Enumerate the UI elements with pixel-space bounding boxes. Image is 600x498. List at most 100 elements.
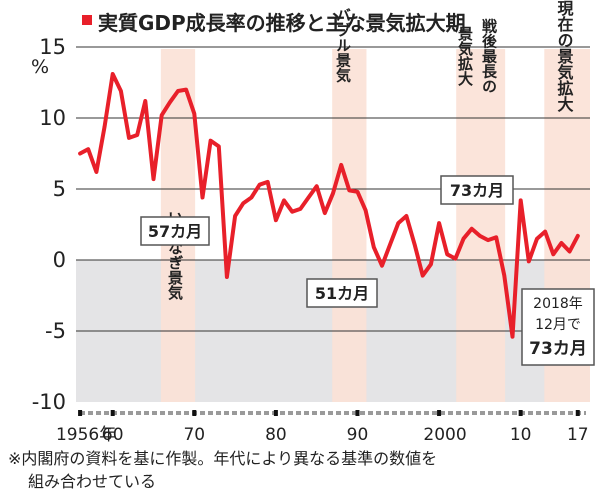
data-point	[502, 274, 506, 278]
data-point	[225, 275, 229, 279]
izanagi-months: 57カ月	[148, 222, 202, 241]
x-tick-mark	[110, 410, 115, 416]
data-point	[94, 170, 98, 174]
x-tick-label: 90	[347, 425, 369, 445]
current-months: 73カ月	[529, 339, 587, 359]
data-point	[135, 133, 139, 137]
x-tick-label: 1956年	[56, 425, 116, 445]
data-point	[78, 151, 82, 156]
y-tick-label: 10	[39, 106, 66, 130]
data-point	[380, 264, 384, 268]
data-point	[339, 163, 343, 167]
data-point	[233, 214, 237, 218]
x-tick-mark	[437, 410, 442, 416]
data-point	[355, 190, 360, 194]
data-point	[290, 210, 294, 214]
x-tick-label: 17	[567, 425, 589, 445]
data-point	[184, 88, 188, 92]
x-tick-label: 2000	[423, 425, 466, 445]
postwar-name-col1: 戦後最長の	[480, 18, 498, 94]
data-point	[527, 259, 531, 264]
bubble-months: 51カ月	[315, 284, 369, 303]
x-tick-mark	[355, 410, 360, 416]
data-point	[274, 218, 278, 222]
data-point	[298, 207, 302, 211]
data-point	[412, 242, 417, 246]
x-tick-mark	[192, 410, 197, 416]
data-point	[282, 198, 286, 202]
izanagi-months-box	[140, 216, 210, 246]
data-point	[519, 198, 523, 202]
data-point	[568, 249, 572, 254]
data-point	[347, 188, 351, 193]
data-point	[421, 274, 425, 278]
data-point	[127, 136, 131, 140]
data-point	[559, 241, 564, 245]
current-note-box	[521, 288, 595, 366]
data-point	[257, 183, 262, 187]
data-point	[176, 89, 180, 93]
current-note-line1: 2018年	[533, 296, 583, 312]
data-point	[200, 195, 205, 200]
y-tick-label: -5	[45, 319, 66, 343]
x-tick-mark	[575, 410, 580, 416]
expansion-band-3	[456, 49, 506, 402]
data-point	[249, 195, 254, 200]
data-point	[388, 242, 392, 246]
y-tick-label: 15	[39, 35, 66, 59]
data-point	[404, 214, 409, 218]
data-point	[168, 100, 172, 104]
data-point	[151, 177, 156, 181]
x-tick-label: 10	[510, 425, 532, 445]
postwar-name-col2: 景気拡大	[456, 25, 474, 87]
x-tick-mark	[518, 410, 523, 416]
data-point	[576, 234, 580, 238]
data-point	[111, 72, 115, 76]
y-tick-label: 0	[53, 248, 66, 272]
data-point	[143, 99, 147, 103]
expansion-band-rect	[332, 49, 367, 402]
postwar-months-box	[440, 175, 514, 205]
data-point	[372, 245, 376, 249]
data-point	[160, 113, 164, 117]
data-point	[535, 237, 539, 241]
data-point	[494, 235, 498, 239]
y-tick-label: -10	[32, 390, 66, 414]
chart-title: 実質GDP成長率の推移と主な景気拡大期	[98, 11, 466, 35]
data-point	[364, 208, 368, 212]
data-point	[453, 256, 457, 261]
data-point	[461, 237, 466, 241]
data-point	[396, 221, 400, 225]
data-point	[102, 124, 107, 129]
data-point	[510, 335, 515, 339]
x-tick-label: 60	[102, 425, 124, 445]
data-point	[331, 191, 335, 195]
data-point	[217, 144, 221, 148]
expansion-band-rect	[456, 49, 506, 402]
current-name: 現在の景気拡大	[555, 0, 574, 113]
data-point	[306, 195, 311, 200]
x-tick-mark	[78, 410, 83, 416]
x-tick-label: 80	[265, 425, 287, 445]
data-point	[470, 227, 474, 231]
data-point	[241, 201, 245, 205]
expansion-band-2	[332, 49, 367, 402]
footnote-line2: 組み合わせている	[28, 472, 156, 491]
data-point	[209, 139, 213, 143]
postwar-months: 73カ月	[450, 181, 504, 200]
data-point	[323, 211, 327, 215]
data-point	[437, 221, 441, 225]
data-point	[551, 252, 555, 256]
data-point	[543, 230, 547, 234]
bubble-name: バブル景気	[334, 8, 352, 84]
data-point	[429, 262, 433, 266]
data-point	[486, 238, 490, 242]
y-unit-label: %	[31, 56, 49, 78]
x-tick-label: 70	[183, 425, 205, 445]
y-tick-label: 5	[53, 177, 66, 201]
x-tick-mark	[273, 410, 278, 416]
data-point	[192, 112, 196, 116]
data-point	[119, 89, 123, 93]
